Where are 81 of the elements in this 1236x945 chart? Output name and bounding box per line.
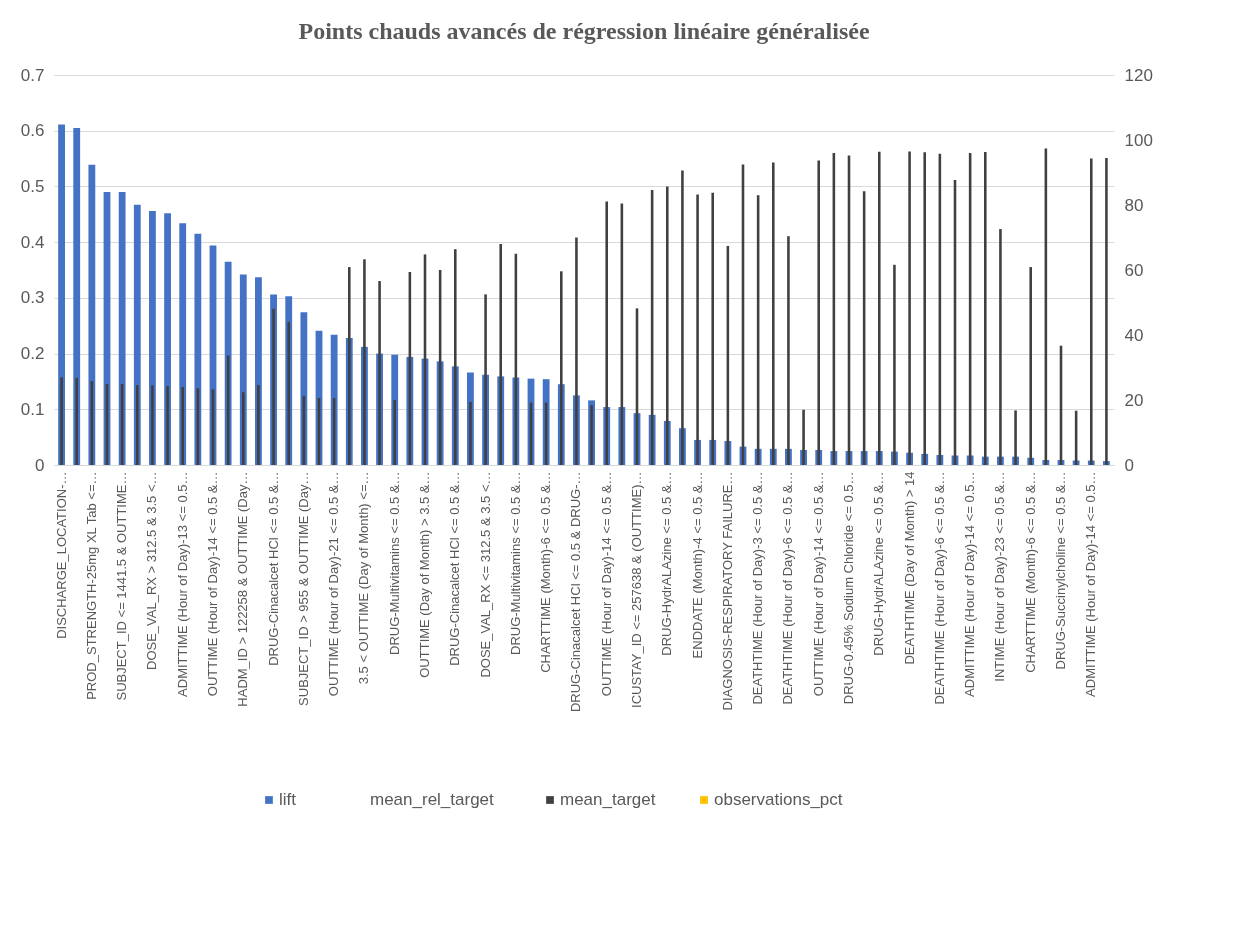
y-tick-label: 0.5 [20,176,45,196]
bar [787,236,790,465]
y-tick-label: 0.2 [20,344,45,364]
bar [363,259,366,465]
y-tick-label: 0.1 [20,399,45,419]
x-tick-label: INTIME (Hour of Day)-23 <= 0.5 &… [992,471,1008,682]
x-tick-label: ADMITTIME (Hour of Day)-13 <= 0.5… [174,471,190,697]
bar [908,151,911,465]
bar [696,194,699,465]
y2-tick-label: 40 [1124,325,1144,345]
x-tick-label: DRUG-Cinacalcet HCl <= 0.5 &… [265,471,281,666]
bar [60,377,63,465]
bar [136,385,139,465]
bar [802,409,805,465]
y-tick-label: 0.4 [20,232,45,252]
bar [681,170,684,465]
x-tick-label: DEATHTIME (Hour of Day)-6 <= 0.5 &… [931,471,947,705]
legend-label: observations_pct [714,790,843,809]
y-tick-label: 0.6 [20,121,45,141]
y2-tick-label: 100 [1124,130,1153,150]
x-tick-label: ICUSTAY_ID <= 257638 & (OUTTIME)… [629,471,644,708]
x-tick-label: OUTTIME (Hour of Day)-21 <= 0.5 &… [326,471,342,697]
y-tick-label: 0.3 [20,288,45,308]
legend-label: mean_target [560,790,656,809]
x-tick-label: CHARTTIME (Month)-6 <= 0.5 &… [1022,471,1038,673]
x-tick-label: DEATHTIME (Hour of Day)-3 <= 0.5 &… [750,471,766,705]
y2-tick-label: 0 [1124,455,1134,475]
bar [88,164,96,465]
bar [469,401,472,465]
bar [166,386,169,465]
bar [194,233,202,465]
x-tick-label: DRUG-Multivitamins <= 0.5 &… [507,471,523,655]
x-tick-label: DRUG-Multivitamins <= 0.5 &… [386,471,402,655]
x-tick-label: DOSE_VAL_RX <= 312.5 & 3.5 <… [477,471,493,678]
x-tick-label: ENDDATE (Month)-4 <= 0.5 &… [689,471,705,659]
bar [181,387,184,465]
bar [378,281,381,465]
x-tick-label: ADMITTIME (Hour of Day)-14 <= 0.5… [962,471,978,697]
y-tick-label: 0 [35,455,45,475]
x-tick-label: DOSE_VAL_RX > 312.5 & 3.5 <… [144,471,160,670]
x-tick-label: CHARTTIME (Month)-6 <= 0.5 &… [538,471,554,673]
x-tick-label: DISCHARGE_LOCATION-… [53,471,69,639]
x-tick-label: OUTTIME (Day of Month) > 3.5 &… [417,471,432,678]
bar [151,385,154,465]
bar [999,229,1002,465]
bar [118,192,126,465]
x-tick-label: SUBJECT_ID <= 1441.5 & OUTTIME… [114,471,130,701]
x-tick-label: DIAGNOSIS-RESPIRATORY FAILURE… [719,471,735,711]
bar [75,377,78,465]
bar [1014,410,1017,465]
x-tick-label: DRUG-HydrALAzine <= 0.5 &… [659,471,675,656]
y2-tick-label: 120 [1124,65,1153,85]
y2-tick-label: 60 [1124,260,1144,280]
x-tick-label: HADM_ID > 122258 & OUTTIME (Day… [235,471,251,707]
x-tick-label: DRUG-Cinacalcet HCl <= 0.5 &… [447,471,463,666]
bar [575,237,578,465]
x-tick-label: ADMITTIME (Hour of Day)-14 <= 0.5… [1083,471,1099,697]
x-tick-label: OUTTIME (Hour of Day)-14 <= 0.5 &… [810,471,826,697]
bar [893,264,896,465]
x-tick-label: DEATHTIME (Day of Month) > 14 [901,471,917,665]
x-tick-label: DRUG-Succinylcholine <= 0.5 &… [1053,471,1068,670]
x-tick-label: OUTTIME (Hour of Day)-14 <= 0.5 &… [598,471,614,697]
x-tick-label: OUTTIME (Hour of Day)-14 <= 0.5 &… [205,471,220,697]
x-tick-label: SUBJECT_ID > 955 & OUTTIME (Day… [295,471,311,706]
x-tick-label: PROD_STRENGTH-25mg XL Tab <=… [83,471,99,700]
bar [393,400,396,465]
chart-title: Points chauds avancés de régression linéaire généralisée [298,18,870,44]
y2-tick-label: 80 [1124,195,1144,215]
x-tick-label: DRUG-0.45% Sodium Chloride <= 0.5… [841,471,856,705]
bar [1105,157,1108,465]
x-tick-label: DRUG-Cinacalcet HCl <= 0.5 & DRUG-… [568,471,584,713]
bar [257,385,260,465]
x-tick-label: 3.5 < OUTTIME (Day of Month) <=… [356,471,372,685]
bar [242,392,245,465]
legend-label: lift [279,790,297,809]
x-tick-label: DEATHTIME (Hour of Day)-6 <= 0.5 &… [780,471,796,705]
y-tick-label: 0.7 [20,65,45,85]
text: mean_rel_target [370,790,495,809]
y2-tick-label: 20 [1124,390,1144,410]
x-tick-label: DRUG-HydrALAzine <= 0.5 &… [871,471,887,656]
bar [484,294,487,465]
